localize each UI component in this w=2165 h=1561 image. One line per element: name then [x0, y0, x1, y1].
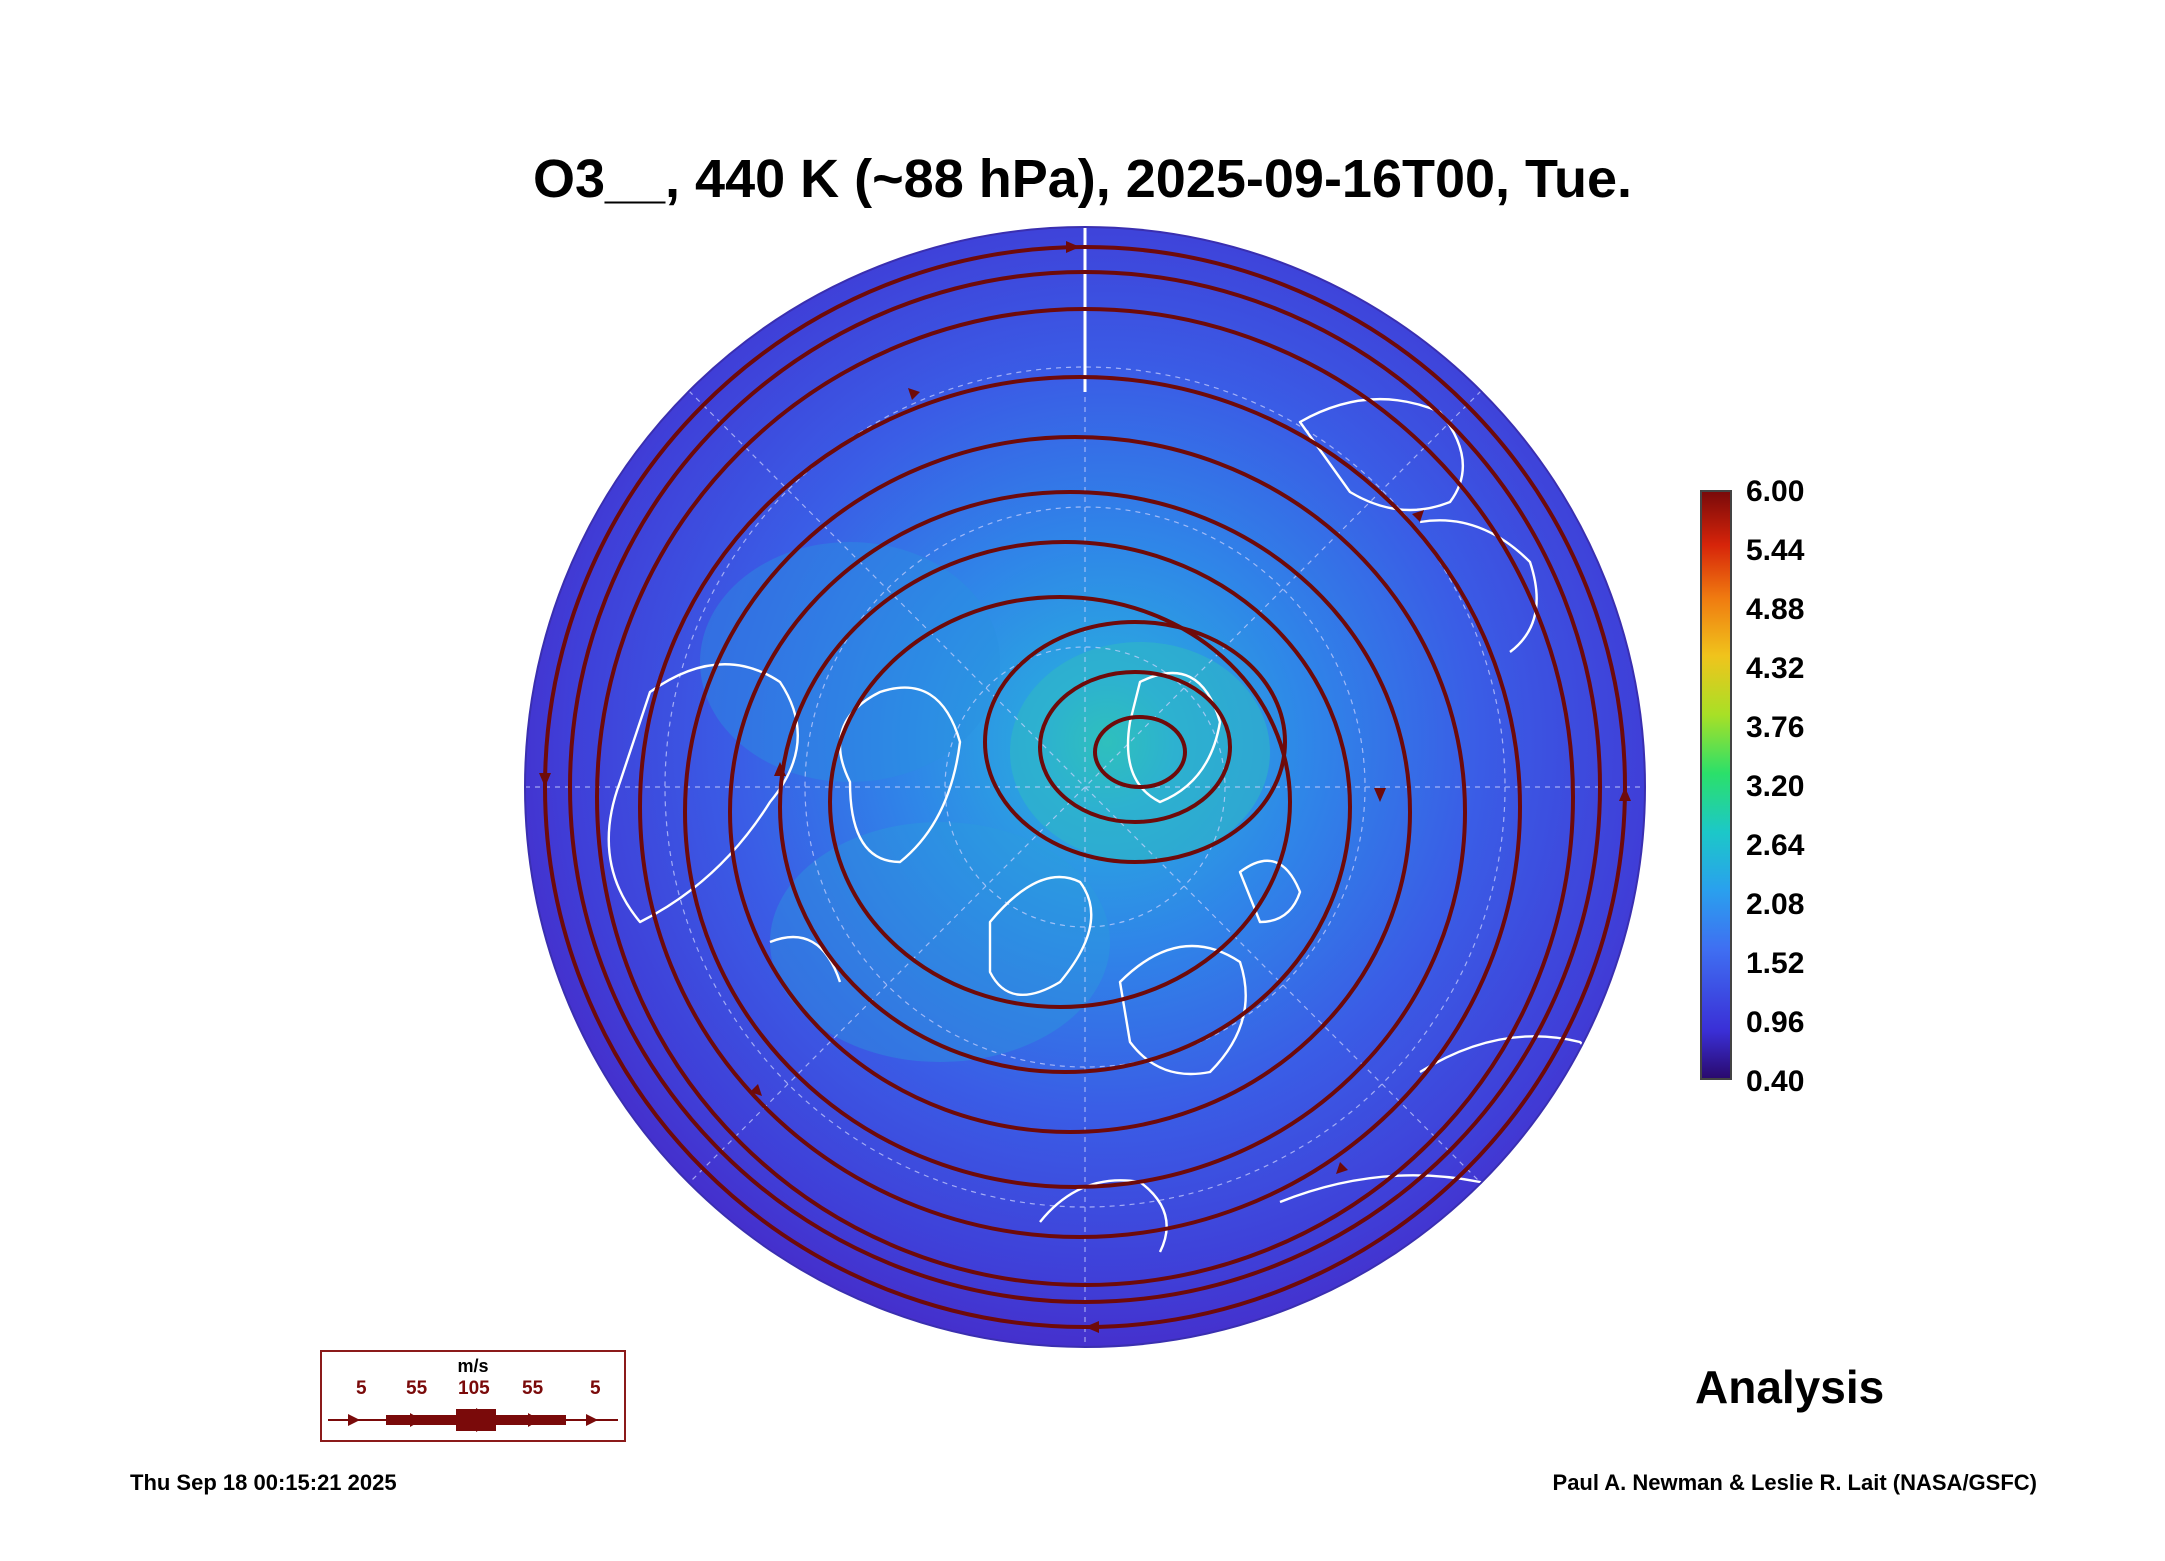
legend-arrow-scale	[328, 1408, 618, 1432]
analysis-label: Analysis	[1695, 1361, 1885, 1413]
colorbar-tick: 0.40	[1746, 1065, 1805, 1098]
colorbar-tick: 2.64	[1746, 829, 1805, 862]
credit: Paul A. Newman & Leslie R. Lait (NASA/GS…	[1552, 1470, 2037, 1495]
colorbar-tick: 5.44	[1746, 534, 1805, 567]
colorbar-tick: 4.32	[1746, 652, 1805, 685]
legend-unit: m/s	[457, 1356, 489, 1376]
graticule	[525, 227, 1645, 1347]
colorbar-tick: 6.00	[1746, 475, 1805, 508]
legend-speed: 105	[458, 1378, 490, 1399]
legend-speed: 5	[356, 1378, 367, 1399]
timestamp: Thu Sep 18 00:15:21 2025	[130, 1470, 397, 1495]
streamline-arrows	[539, 241, 1631, 1333]
legend-speed: 55	[406, 1378, 428, 1399]
ozone-patch	[700, 542, 1000, 782]
map-border	[524, 226, 1646, 1348]
wind-speed-legend: m/s 5 55 105 55 5	[320, 1350, 626, 1442]
colorbar-tick: 0.96	[1746, 1006, 1805, 1039]
ozone-patch	[770, 822, 1110, 1062]
colorbar-tick: 3.76	[1746, 711, 1805, 744]
polar-map	[524, 226, 1646, 1348]
colorbar	[1700, 490, 1732, 1080]
legend-speed: 5	[590, 1378, 601, 1399]
colorbar-tick: 2.08	[1746, 888, 1805, 921]
colorbar-tick: 4.88	[1746, 593, 1805, 626]
page-title: O3__, 440 K (~88 hPa), 2025-09-16T00, Tu…	[532, 149, 1633, 209]
colorbar-tick: 1.52	[1746, 947, 1805, 980]
legend-speed: 55	[522, 1378, 544, 1399]
colorbar-tick: 3.20	[1746, 770, 1805, 803]
